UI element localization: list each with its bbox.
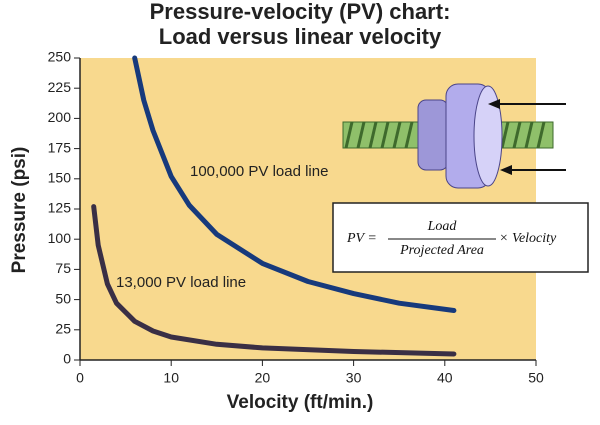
screw-illustration bbox=[342, 83, 566, 189]
x-tick-label: 50 bbox=[528, 370, 544, 386]
y-tick-label: 175 bbox=[48, 139, 72, 155]
y-tick-label: 0 bbox=[63, 351, 71, 367]
y-tick-label: 125 bbox=[48, 200, 72, 216]
x-tick-label: 10 bbox=[163, 370, 179, 386]
y-axis-label: Pressure (psi) bbox=[9, 147, 30, 274]
y-tick-label: 75 bbox=[55, 260, 71, 276]
line-label: 13,000 PV load line bbox=[116, 274, 246, 291]
line-series bbox=[91, 204, 457, 357]
chart-title: Pressure-velocity (PV) chart: bbox=[150, 0, 451, 24]
y-tick-label: 100 bbox=[48, 230, 72, 246]
x-axis-label: Velocity (ft/min.) bbox=[227, 392, 374, 413]
y-tick-label: 25 bbox=[55, 321, 71, 337]
formula-denominator: Projected Area bbox=[399, 243, 484, 258]
y-tick-label: 250 bbox=[48, 49, 72, 65]
y-tick-label: 150 bbox=[48, 170, 72, 186]
chart-title: Load versus linear velocity bbox=[159, 24, 442, 49]
line-series bbox=[132, 55, 457, 313]
formula-box bbox=[332, 202, 589, 273]
y-tick-label: 50 bbox=[55, 290, 71, 306]
x-tick-label: 30 bbox=[346, 370, 362, 386]
x-tick-label: 20 bbox=[255, 370, 271, 386]
x-tick-label: 40 bbox=[437, 370, 453, 386]
formula-rhs: × Velocity bbox=[499, 231, 557, 246]
y-tick-label: 200 bbox=[48, 109, 72, 125]
y-tick-label: 225 bbox=[48, 79, 72, 95]
formula-lhs: PV = bbox=[346, 231, 377, 246]
formula-numerator: Load bbox=[427, 219, 458, 234]
line-label: 100,000 PV load line bbox=[190, 163, 328, 180]
x-tick-label: 0 bbox=[76, 370, 84, 386]
